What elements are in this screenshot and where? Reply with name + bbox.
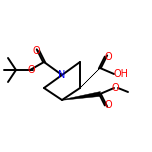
Text: O: O — [104, 52, 112, 62]
Text: O: O — [111, 83, 119, 93]
Text: O: O — [104, 100, 112, 110]
Text: O: O — [27, 65, 35, 75]
Polygon shape — [80, 66, 102, 88]
Text: OH: OH — [114, 69, 128, 79]
Text: N: N — [58, 70, 66, 80]
Polygon shape — [62, 92, 100, 100]
Text: O: O — [32, 46, 40, 56]
